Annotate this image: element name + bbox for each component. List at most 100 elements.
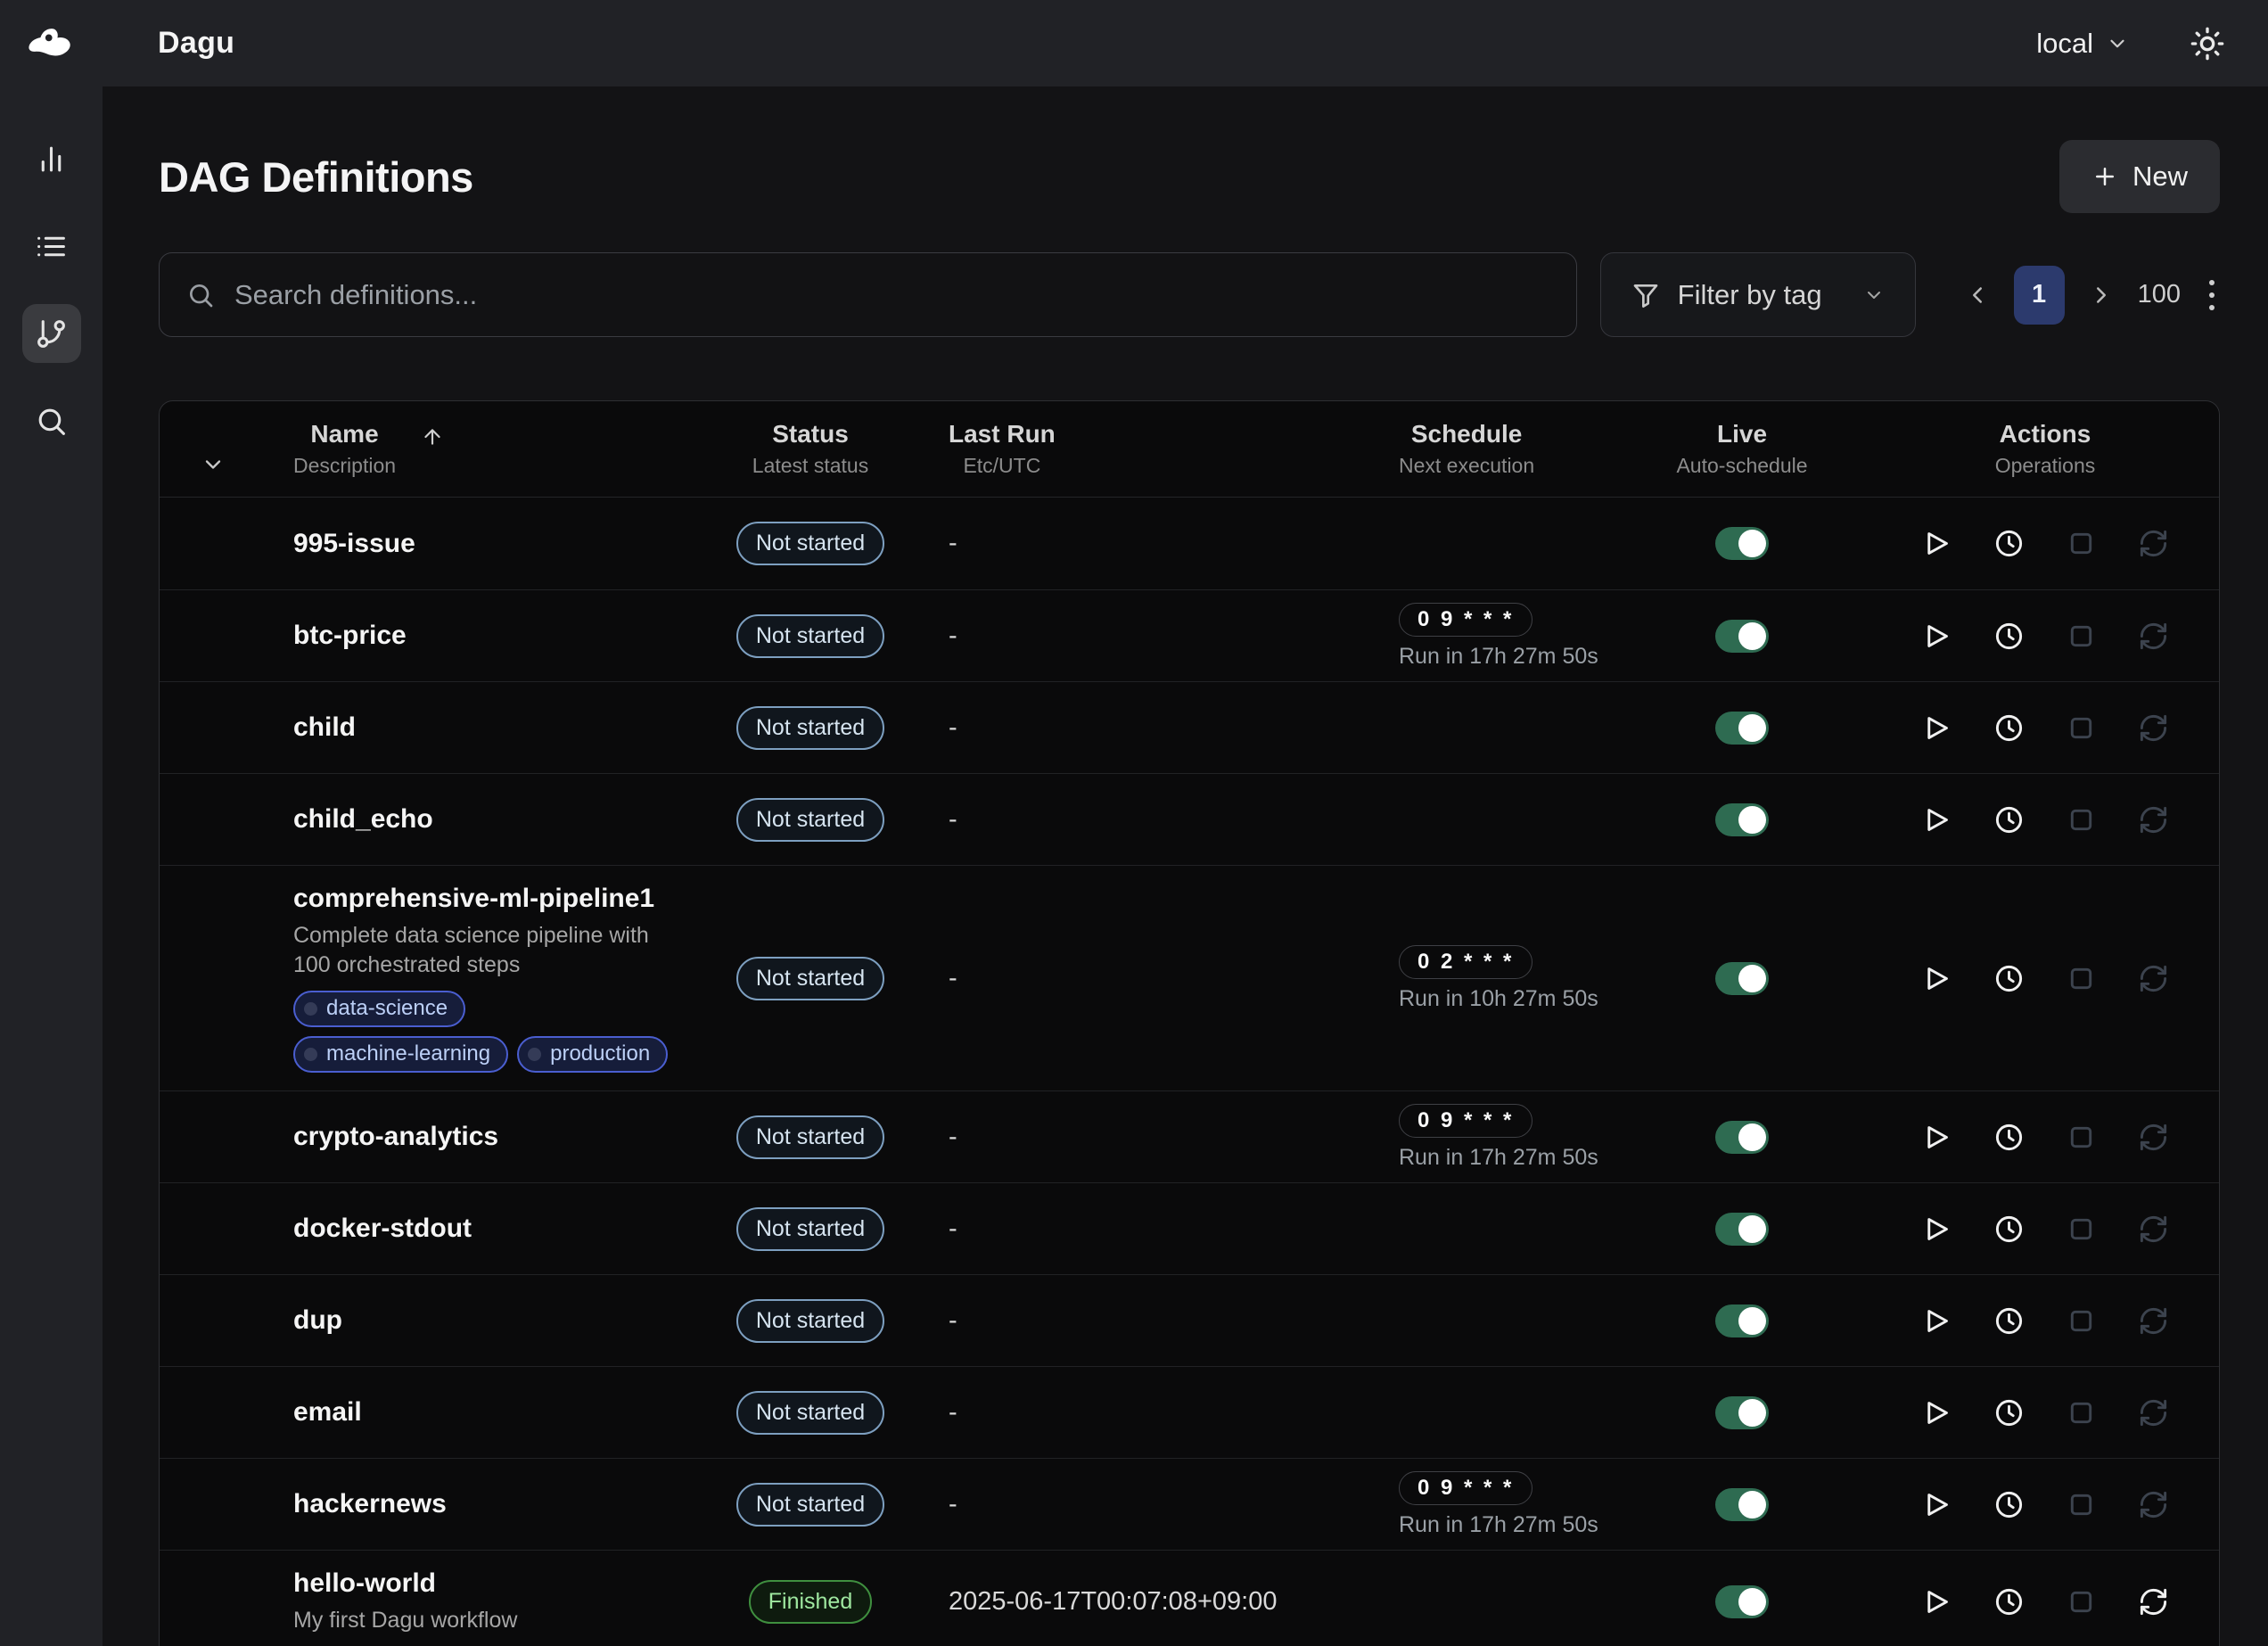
live-toggle[interactable]	[1715, 1487, 1769, 1521]
last-run-value: -	[949, 1214, 957, 1243]
live-toggle[interactable]	[1715, 802, 1769, 836]
start-run-button[interactable]	[1921, 621, 1952, 652]
stop-icon	[2070, 532, 2092, 555]
column-header-name[interactable]: Name Description	[267, 420, 694, 478]
enqueue-run-button[interactable]	[1993, 1122, 2025, 1153]
start-run-button[interactable]	[1921, 963, 1952, 994]
start-run-button[interactable]	[1921, 1586, 1952, 1617]
enqueue-run-button[interactable]	[1993, 1586, 2025, 1617]
dag-name: dup	[293, 1305, 342, 1335]
play-icon	[1927, 808, 1948, 831]
last-run-value: -	[949, 712, 957, 742]
last-run-value: -	[949, 1122, 957, 1151]
enqueue-run-button[interactable]	[1993, 528, 2025, 559]
table-row[interactable]: docker-stdout Not started -	[160, 1182, 2219, 1274]
table-row[interactable]: child_echo Not started -	[160, 773, 2219, 865]
chevron-down-icon	[2110, 39, 2124, 47]
live-toggle[interactable]	[1715, 1395, 1769, 1429]
enqueue-run-button[interactable]	[1993, 1397, 2025, 1428]
actions-cell	[1871, 1305, 2219, 1337]
start-run-button[interactable]	[1921, 1397, 1952, 1428]
live-toggle[interactable]	[1715, 1212, 1769, 1246]
dag-name: email	[293, 1397, 362, 1427]
play-icon	[1927, 624, 1948, 647]
live-toggle[interactable]	[1715, 1304, 1769, 1337]
start-run-button[interactable]	[1921, 712, 1952, 744]
refresh-icon	[2140, 1491, 2167, 1518]
dag-name-cell: child_echo	[267, 786, 694, 852]
enqueue-run-button[interactable]	[1993, 1214, 2025, 1245]
sidebar-item-dag-runs[interactable]	[22, 217, 81, 276]
status-badge: Not started	[735, 1298, 885, 1343]
table-row[interactable]: dup Not started -	[160, 1274, 2219, 1366]
live-cell	[1613, 802, 1871, 836]
sun-icon	[2190, 27, 2224, 60]
table-row[interactable]: btc-price Not started - 0 9 * * * Run in 17h…	[160, 589, 2219, 681]
live-toggle[interactable]	[1715, 961, 1769, 995]
previous-page-button[interactable]	[1964, 282, 1991, 309]
table-row[interactable]: 995-issue Not started -	[160, 498, 2219, 589]
next-page-button[interactable]	[2088, 282, 2115, 309]
live-toggle[interactable]	[1715, 527, 1769, 560]
start-run-button[interactable]	[1921, 1214, 1952, 1245]
dag-name: hackernews	[293, 1489, 447, 1518]
live-toggle[interactable]	[1715, 711, 1769, 745]
sidebar-item-search[interactable]	[22, 391, 81, 450]
environment-selector[interactable]: local	[2036, 28, 2129, 60]
enqueue-run-button[interactable]	[1993, 963, 2025, 994]
table-row[interactable]: email Not started -	[160, 1366, 2219, 1458]
play-icon	[1927, 1125, 1948, 1148]
start-run-button[interactable]	[1921, 804, 1952, 835]
new-dag-button[interactable]: New	[2058, 140, 2220, 213]
table-row[interactable]: comprehensive-ml-pipeline1 Complete data …	[160, 865, 2219, 1090]
dag-tag[interactable]: production	[517, 1036, 669, 1073]
dag-name: docker-stdout	[293, 1214, 472, 1243]
schedule-cell: 0 2 * * * Run in 10h 27m 50s	[1336, 944, 1613, 1012]
column-header-live: Live Auto-schedule	[1676, 420, 1808, 477]
list-icon	[37, 236, 65, 256]
filter-by-tag-dropdown[interactable]: Filter by tag	[1599, 252, 1916, 337]
search-input[interactable]	[234, 278, 1549, 311]
enqueue-run-button[interactable]	[1993, 621, 2025, 652]
stop-icon	[2070, 967, 2092, 989]
enqueue-run-button[interactable]	[1993, 1305, 2025, 1337]
dag-name-cell: hackernews	[267, 1471, 694, 1537]
topbar: Dagu local	[0, 0, 2268, 86]
last-run-value: -	[949, 1397, 957, 1427]
table-row[interactable]: hello-world My first Dagu workflow Finishe…	[160, 1550, 2219, 1646]
table-row[interactable]: hackernews Not started - 0 9 * * * Run in 17…	[160, 1458, 2219, 1550]
dag-tag[interactable]: machine-learning	[293, 1036, 509, 1073]
enqueue-run-button[interactable]	[1993, 712, 2025, 744]
expand-all-button[interactable]	[160, 422, 267, 477]
live-toggle[interactable]	[1715, 619, 1769, 653]
column-header-actions: Actions Operations	[1994, 420, 2096, 477]
status-cell: Not started	[694, 613, 926, 658]
sidebar-item-dashboard[interactable]	[22, 129, 81, 188]
live-toggle[interactable]	[1715, 1585, 1769, 1618]
dag-tag[interactable]: data-science	[293, 991, 466, 1027]
table-row[interactable]: crypto-analytics Not started - 0 9 * * * Run…	[160, 1090, 2219, 1182]
start-run-button[interactable]	[1921, 1122, 1952, 1153]
enqueue-run-button[interactable]	[1993, 804, 2025, 835]
start-run-button[interactable]	[1921, 528, 1952, 559]
retry-run-button[interactable]	[2138, 1586, 2169, 1617]
dag-name-cell: child	[267, 695, 694, 761]
enqueue-run-button[interactable]	[1993, 1489, 2025, 1520]
sidebar-item-dag-definitions[interactable]	[21, 304, 81, 363]
pagination: 1 100	[1964, 265, 2220, 325]
clock-icon	[1995, 1399, 2023, 1426]
start-run-button[interactable]	[1921, 1489, 1952, 1520]
dag-name: crypto-analytics	[293, 1122, 499, 1151]
dag-description: Complete data science pipeline with 100 …	[293, 923, 649, 977]
search-box	[159, 252, 1577, 337]
theme-toggle-button[interactable]	[2190, 26, 2225, 62]
live-toggle[interactable]	[1715, 1120, 1769, 1154]
pagination-menu-button[interactable]	[2204, 275, 2220, 316]
dagu-logo	[0, 26, 103, 62]
table-row[interactable]: child Not started -	[160, 681, 2219, 773]
page-size-value[interactable]: 100	[2137, 280, 2181, 309]
start-run-button[interactable]	[1921, 1305, 1952, 1337]
current-page-indicator[interactable]: 1	[2013, 265, 2065, 325]
status-cell: Not started	[694, 1482, 926, 1527]
schedule-cron-badge: 0 2 * * *	[1399, 944, 1533, 979]
